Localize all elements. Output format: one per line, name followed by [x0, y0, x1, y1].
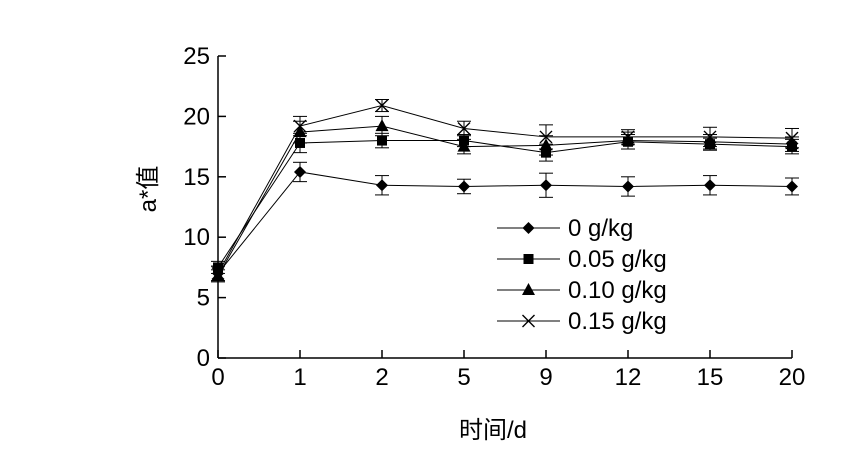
data-point: [621, 130, 635, 144]
data-point: [294, 165, 306, 178]
legend-item: 0.10 g/kg: [497, 277, 667, 304]
data-point: [376, 179, 388, 192]
legend-marker: [523, 254, 534, 264]
legend-marker: [522, 222, 535, 234]
legend: 0 g/kg 0.05 g/kg 0.10 g/kg 0.15 g/kg: [497, 215, 667, 335]
data-point: [786, 180, 798, 193]
series-layer: [211, 98, 799, 283]
x-tick-label: 20: [779, 364, 806, 391]
y-tick-label: 10: [183, 224, 210, 251]
data-point: [458, 180, 470, 193]
data-point: [622, 180, 634, 193]
data-point: [457, 121, 471, 135]
y-tick-label: 0: [197, 345, 210, 372]
y-tick-label: 5: [197, 285, 210, 312]
series-1: [211, 132, 799, 274]
legend-label: 0.15 g/kg: [568, 308, 667, 335]
y-tick-label: 20: [183, 103, 210, 130]
x-tick-label: 2: [375, 364, 388, 391]
legend-label: 0.10 g/kg: [568, 277, 667, 304]
x-tick-label: 1: [293, 364, 306, 391]
x-tick-label: 12: [615, 364, 642, 391]
x-tick-label: 9: [539, 364, 552, 391]
series-line: [217, 171, 793, 274]
series-line: [217, 140, 793, 268]
data-point: [703, 130, 717, 144]
data-point: [457, 139, 471, 152]
data-point: [211, 266, 225, 280]
x-tick-label: 15: [697, 364, 724, 391]
y-tick-label: 15: [183, 164, 210, 191]
data-point: [785, 131, 799, 145]
legend-label: 0.05 g/kg: [568, 246, 667, 273]
data-point: [540, 179, 552, 192]
y-tick-label: 25: [183, 43, 210, 70]
data-point: [375, 119, 389, 132]
legend-item: 0.05 g/kg: [497, 246, 667, 273]
legend-label: 0 g/kg: [568, 215, 633, 242]
legend-item: 0 g/kg: [497, 215, 633, 242]
series-0: [211, 161, 799, 282]
y-axis-label: a*值: [135, 166, 162, 213]
data-point: [539, 130, 553, 144]
legend-marker: [522, 314, 535, 328]
x-tick-label: 0: [211, 364, 224, 391]
legend-item: 0.15 g/kg: [497, 308, 667, 335]
data-point: [293, 119, 307, 133]
legend-marker: [522, 283, 535, 295]
data-point: [375, 99, 389, 113]
data-point: [704, 179, 716, 192]
series-3: [211, 98, 799, 282]
x-tick-label: 5: [457, 364, 470, 391]
data-point: [377, 135, 387, 146]
series-line: [217, 105, 793, 274]
x-axis-label: 时间/d: [459, 417, 527, 444]
series-line: [217, 125, 793, 277]
